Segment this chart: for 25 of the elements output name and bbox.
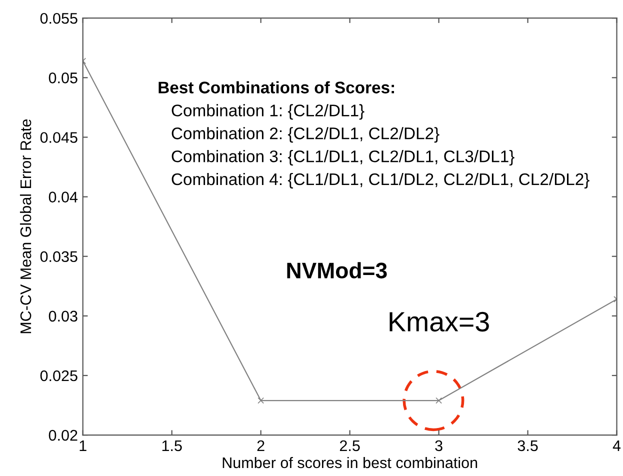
annotation: Best Combinations of Scores: xyxy=(158,81,394,94)
x-tick-label: 2.5 xyxy=(340,440,360,452)
x-tick-label: 3.5 xyxy=(518,440,538,452)
annotation: Combination 3: {CL1/DL1, CL2/DL1, CL3/DL1} xyxy=(172,150,514,166)
x-tick-label: 3 xyxy=(435,440,442,452)
annotation: NVMod=3 xyxy=(287,262,387,278)
x-tick-label: 4 xyxy=(612,440,621,451)
y-tick-label: 0.05 xyxy=(48,72,78,84)
annotation: Kmax=3 xyxy=(390,312,489,332)
x-tick-label: 1.5 xyxy=(162,440,182,452)
annotation: Combination 1: {CL2/DL1} xyxy=(172,104,364,120)
annotation: Combination 4: {CL1/DL1, CL1/DL2, CL2/DL1, CL2/DL2} xyxy=(172,172,590,188)
y-tick-label: 0.055 xyxy=(40,12,78,24)
y-tick-label: 0.035 xyxy=(40,251,78,262)
y-tick-label: 0.025 xyxy=(40,370,78,382)
y-tick-label: 0.04 xyxy=(48,192,78,202)
annotation: Combination 2: {CL2/DL1, CL2/DL2} xyxy=(172,127,440,143)
x-tick-label: 1 xyxy=(80,440,86,451)
y-tick-label: 0.03 xyxy=(48,310,78,322)
x-axis-title: Number of scores in best combination xyxy=(222,456,478,468)
y-tick-label: 0.045 xyxy=(40,132,78,143)
x-tick-label: 2 xyxy=(257,440,264,451)
y-tick-label: 0.02 xyxy=(48,430,78,441)
point xyxy=(436,397,442,404)
y-axis-title: MC-CV Mean Global Error Rate xyxy=(20,119,32,334)
